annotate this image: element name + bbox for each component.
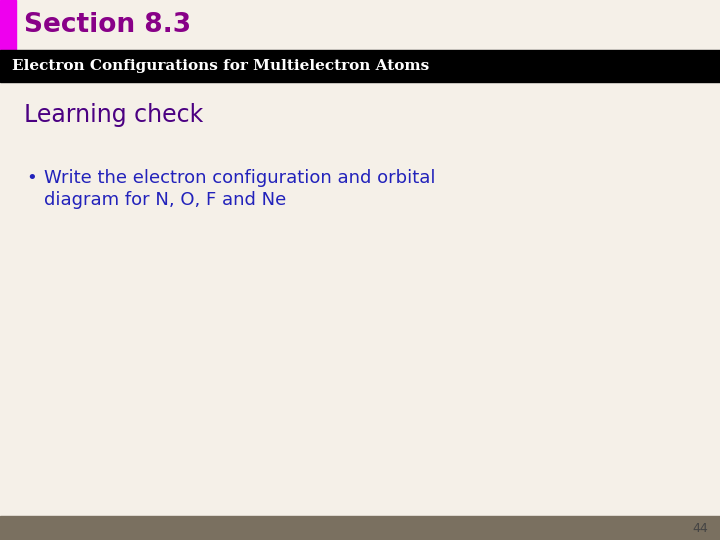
Text: diagram for N, O, F and Ne: diagram for N, O, F and Ne (44, 191, 287, 209)
Text: Section 8.3: Section 8.3 (24, 12, 191, 38)
Bar (0, 50, 720, 82)
Text: Write the electron configuration and orbital: Write the electron configuration and orb… (44, 169, 436, 187)
Text: 44: 44 (692, 522, 708, 535)
Bar (0, 516, 720, 540)
Text: Electron Configurations for Multielectron Atoms: Electron Configurations for Multielectro… (12, 59, 429, 73)
Text: •: • (26, 169, 37, 187)
Bar (0, 0, 16, 50)
Text: Learning check: Learning check (24, 103, 203, 127)
